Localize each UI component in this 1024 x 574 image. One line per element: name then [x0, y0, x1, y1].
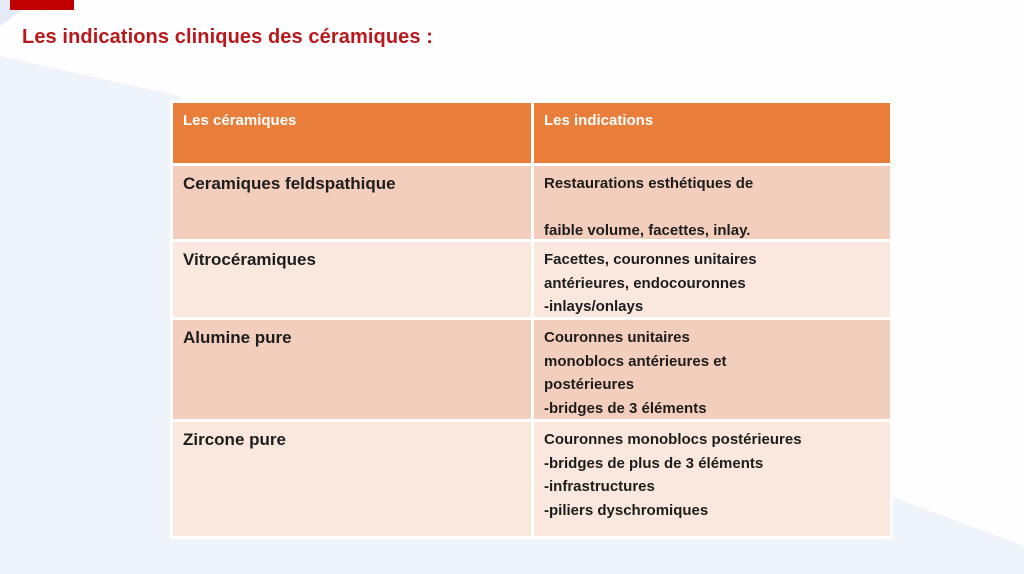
- table-cell-ceramic: Vitrocéramiques: [173, 242, 531, 317]
- table-header-indications: Les indications: [534, 103, 890, 163]
- page-title: Les indications cliniques des céramiques…: [22, 26, 433, 48]
- table-cell-ceramic: Ceramiques feldspathique: [173, 166, 531, 239]
- table-cell-ceramic: Alumine pure: [173, 320, 531, 419]
- table-cell-indications: Facettes, couronnes unitaires antérieure…: [534, 242, 890, 317]
- accent-bar: [10, 0, 74, 10]
- table-header-ceramiques: Les céramiques: [173, 103, 531, 163]
- background-panel-left: [0, 56, 180, 574]
- table-cell-indications: Restaurations esthétiques de faible volu…: [534, 166, 890, 239]
- background-band-bottom: [0, 497, 1024, 574]
- table-cell-ceramic: Zircone pure: [173, 422, 531, 536]
- table-cell-indications: Couronnes unitaires monoblocs antérieure…: [534, 320, 890, 419]
- table-cell-indications: Couronnes monoblocs postérieures -bridge…: [534, 422, 890, 536]
- ceramics-table: Les céramiques Les indications Ceramique…: [170, 100, 893, 539]
